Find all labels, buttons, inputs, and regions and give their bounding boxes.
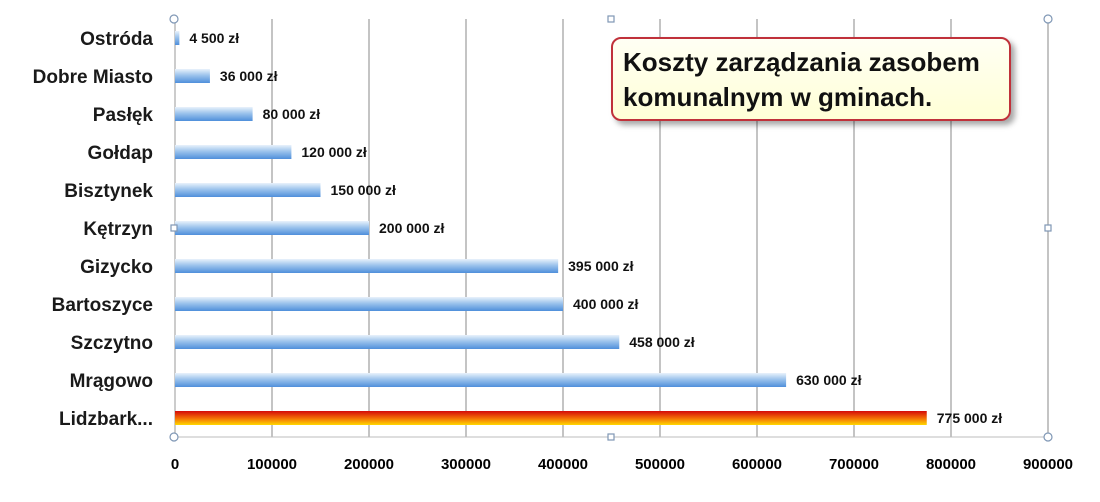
bar: [175, 107, 253, 121]
category-label: Lidzbark...: [59, 409, 153, 430]
data-label: 775 000 zł: [937, 410, 1002, 426]
bar: [175, 69, 210, 83]
x-tick-label: 700000: [829, 456, 879, 473]
bar: [175, 373, 787, 387]
x-tick-label: 200000: [344, 456, 394, 473]
tick-labels: 0 100000 200000 300000 400000 500000 600000 700…: [171, 456, 1073, 473]
bar: [175, 335, 620, 349]
corner-resize-handle[interactable]: [1043, 14, 1053, 24]
data-label: 4 500 zł: [189, 30, 239, 46]
bar: [175, 31, 180, 45]
data-labels: 4 500 zł 36 000 zł 80 000 zł 120 000 zł 150 …: [189, 30, 1002, 426]
selection-handles[interactable]: [169, 14, 1053, 442]
corner-resize-handle[interactable]: [169, 14, 179, 24]
x-tick-label: 300000: [441, 456, 491, 473]
category-label: Pasłęk: [93, 105, 154, 126]
data-label: 150 000 zł: [331, 182, 396, 198]
x-tick-label: 600000: [732, 456, 782, 473]
data-label: 400 000 zł: [573, 296, 638, 312]
chart-title: Koszty zarządzania zasobem komunalnym w …: [611, 37, 1011, 121]
data-label: 80 000 zł: [263, 106, 321, 122]
bar: [175, 411, 927, 425]
data-label: 458 000 zł: [629, 334, 694, 350]
data-label: 120 000 zł: [301, 144, 366, 160]
bars: [175, 31, 927, 425]
chart-title-text: Koszty zarządzania zasobem komunalnym w …: [623, 47, 980, 112]
data-label: 630 000 zł: [796, 372, 861, 388]
bar: [175, 145, 292, 159]
x-tick-label: 0: [171, 456, 179, 473]
x-tick-label: 400000: [538, 456, 588, 473]
category-label: Szczytno: [71, 333, 153, 354]
x-tick-label: 100000: [247, 456, 297, 473]
edge-resize-handle[interactable]: [607, 15, 615, 23]
edge-resize-handle[interactable]: [170, 224, 178, 232]
data-label: 395 000 zł: [568, 258, 633, 274]
category-label: Dobre Miasto: [33, 67, 153, 88]
category-labels: Ostróda Dobre Miasto Pasłęk Gołdap Bisztynek…: [33, 29, 154, 430]
x-tick-label: 800000: [926, 456, 976, 473]
edge-resize-handle[interactable]: [1044, 224, 1052, 232]
category-label: Mrągowo: [70, 371, 153, 392]
edge-resize-handle[interactable]: [607, 433, 615, 441]
category-label: Ostróda: [80, 29, 153, 50]
x-tick-label: 900000: [1023, 456, 1073, 473]
corner-resize-handle[interactable]: [169, 432, 179, 442]
category-label: Kętrzyn: [83, 219, 153, 240]
data-label: 36 000 zł: [220, 68, 278, 84]
corner-resize-handle[interactable]: [1043, 432, 1053, 442]
category-label: Bisztynek: [64, 181, 153, 202]
category-label: Gołdap: [88, 143, 153, 164]
bar: [175, 259, 559, 273]
category-label: Bartoszyce: [52, 295, 153, 316]
bar: [175, 221, 369, 235]
data-label: 200 000 zł: [379, 220, 444, 236]
x-tick-label: 500000: [635, 456, 685, 473]
bar: [175, 183, 321, 197]
category-label: Gizycko: [80, 257, 153, 278]
bar: [175, 297, 563, 311]
